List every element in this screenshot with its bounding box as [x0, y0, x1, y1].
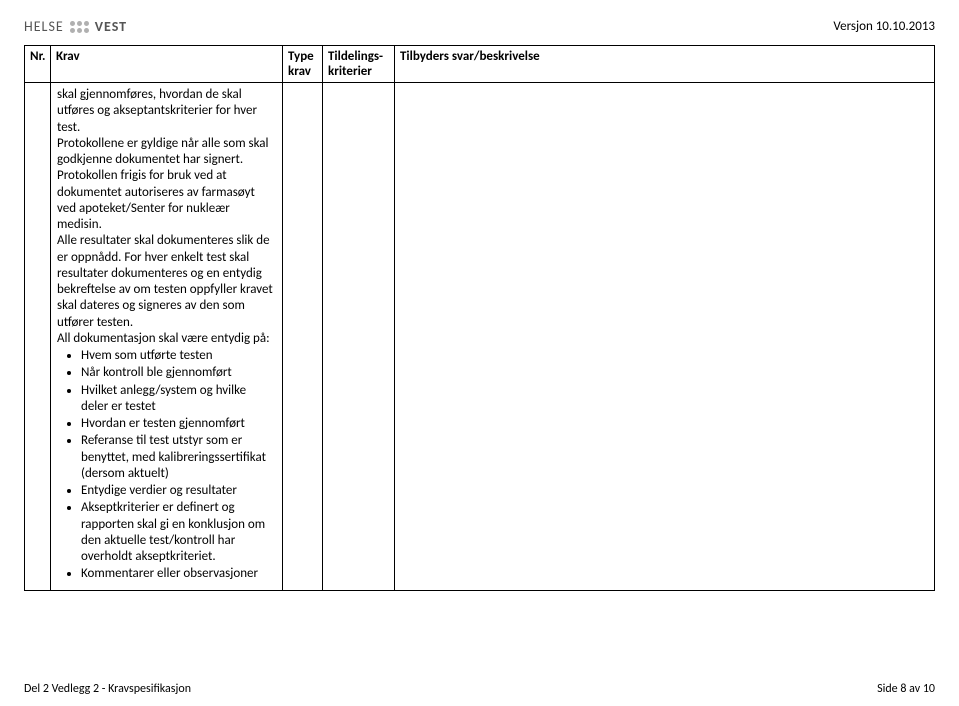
list-item: Når kontroll ble gjennomført [81, 365, 276, 381]
logo: HELSE VEST [24, 18, 127, 35]
table-header-row: Nr. Krav Type krav Tildelings-kriterier … [25, 46, 935, 83]
list-item: Referanse til test utstyr som er benytte… [81, 433, 276, 482]
col-krav: Krav [51, 46, 283, 83]
list-item: Entydige verdier og resultater [81, 483, 276, 499]
krav-para-1: skal gjennomføres, hvordan de skal utfør… [57, 87, 276, 136]
krav-para-3: Alle resultater skal dokumenteres slik d… [57, 233, 276, 331]
list-item: Hvordan er testen gjennomført [81, 416, 276, 432]
logo-dots-icon [70, 21, 89, 33]
col-nr: Nr. [25, 46, 51, 83]
logo-text-helse: HELSE [24, 18, 64, 35]
col-svar: Tilbyders svar/beskrivelse [395, 46, 935, 83]
cell-tildeling [323, 83, 395, 590]
col-type: Type krav [283, 46, 323, 83]
requirements-table: Nr. Krav Type krav Tildelings-kriterier … [24, 45, 935, 83]
table-row: skal gjennomføres, hvordan de skal utfør… [24, 83, 935, 591]
logo-text-vest: VEST [95, 18, 127, 35]
page-footer: Del 2 Vedlegg 2 - Kravspesifikasjon Side… [24, 682, 935, 696]
cell-krav: skal gjennomføres, hvordan de skal utfør… [51, 83, 283, 590]
cell-nr [25, 83, 51, 590]
version-text: Versjon 10.10.2013 [833, 19, 935, 34]
list-item: Akseptkriterier er definert og rapporten… [81, 500, 276, 565]
krav-bullet-list: Hvem som utførte testen Når kontroll ble… [57, 348, 276, 583]
cell-type [283, 83, 323, 590]
page-header: HELSE VEST Versjon 10.10.2013 [24, 18, 935, 35]
krav-para-4: All dokumentasjon skal være entydig på: [57, 331, 276, 347]
list-item: Hvilket anlegg/system og hvilke deler er… [81, 383, 276, 416]
list-item: Hvem som utførte testen [81, 348, 276, 364]
cell-svar [395, 83, 934, 590]
col-tildeling: Tildelings-kriterier [323, 46, 395, 83]
footer-right: Side 8 av 10 [877, 682, 935, 696]
krav-para-2: Protokollene er gyldige når alle som ska… [57, 136, 276, 234]
footer-left: Del 2 Vedlegg 2 - Kravspesifikasjon [24, 682, 191, 696]
list-item: Kommentarer eller observasjoner [81, 566, 276, 582]
